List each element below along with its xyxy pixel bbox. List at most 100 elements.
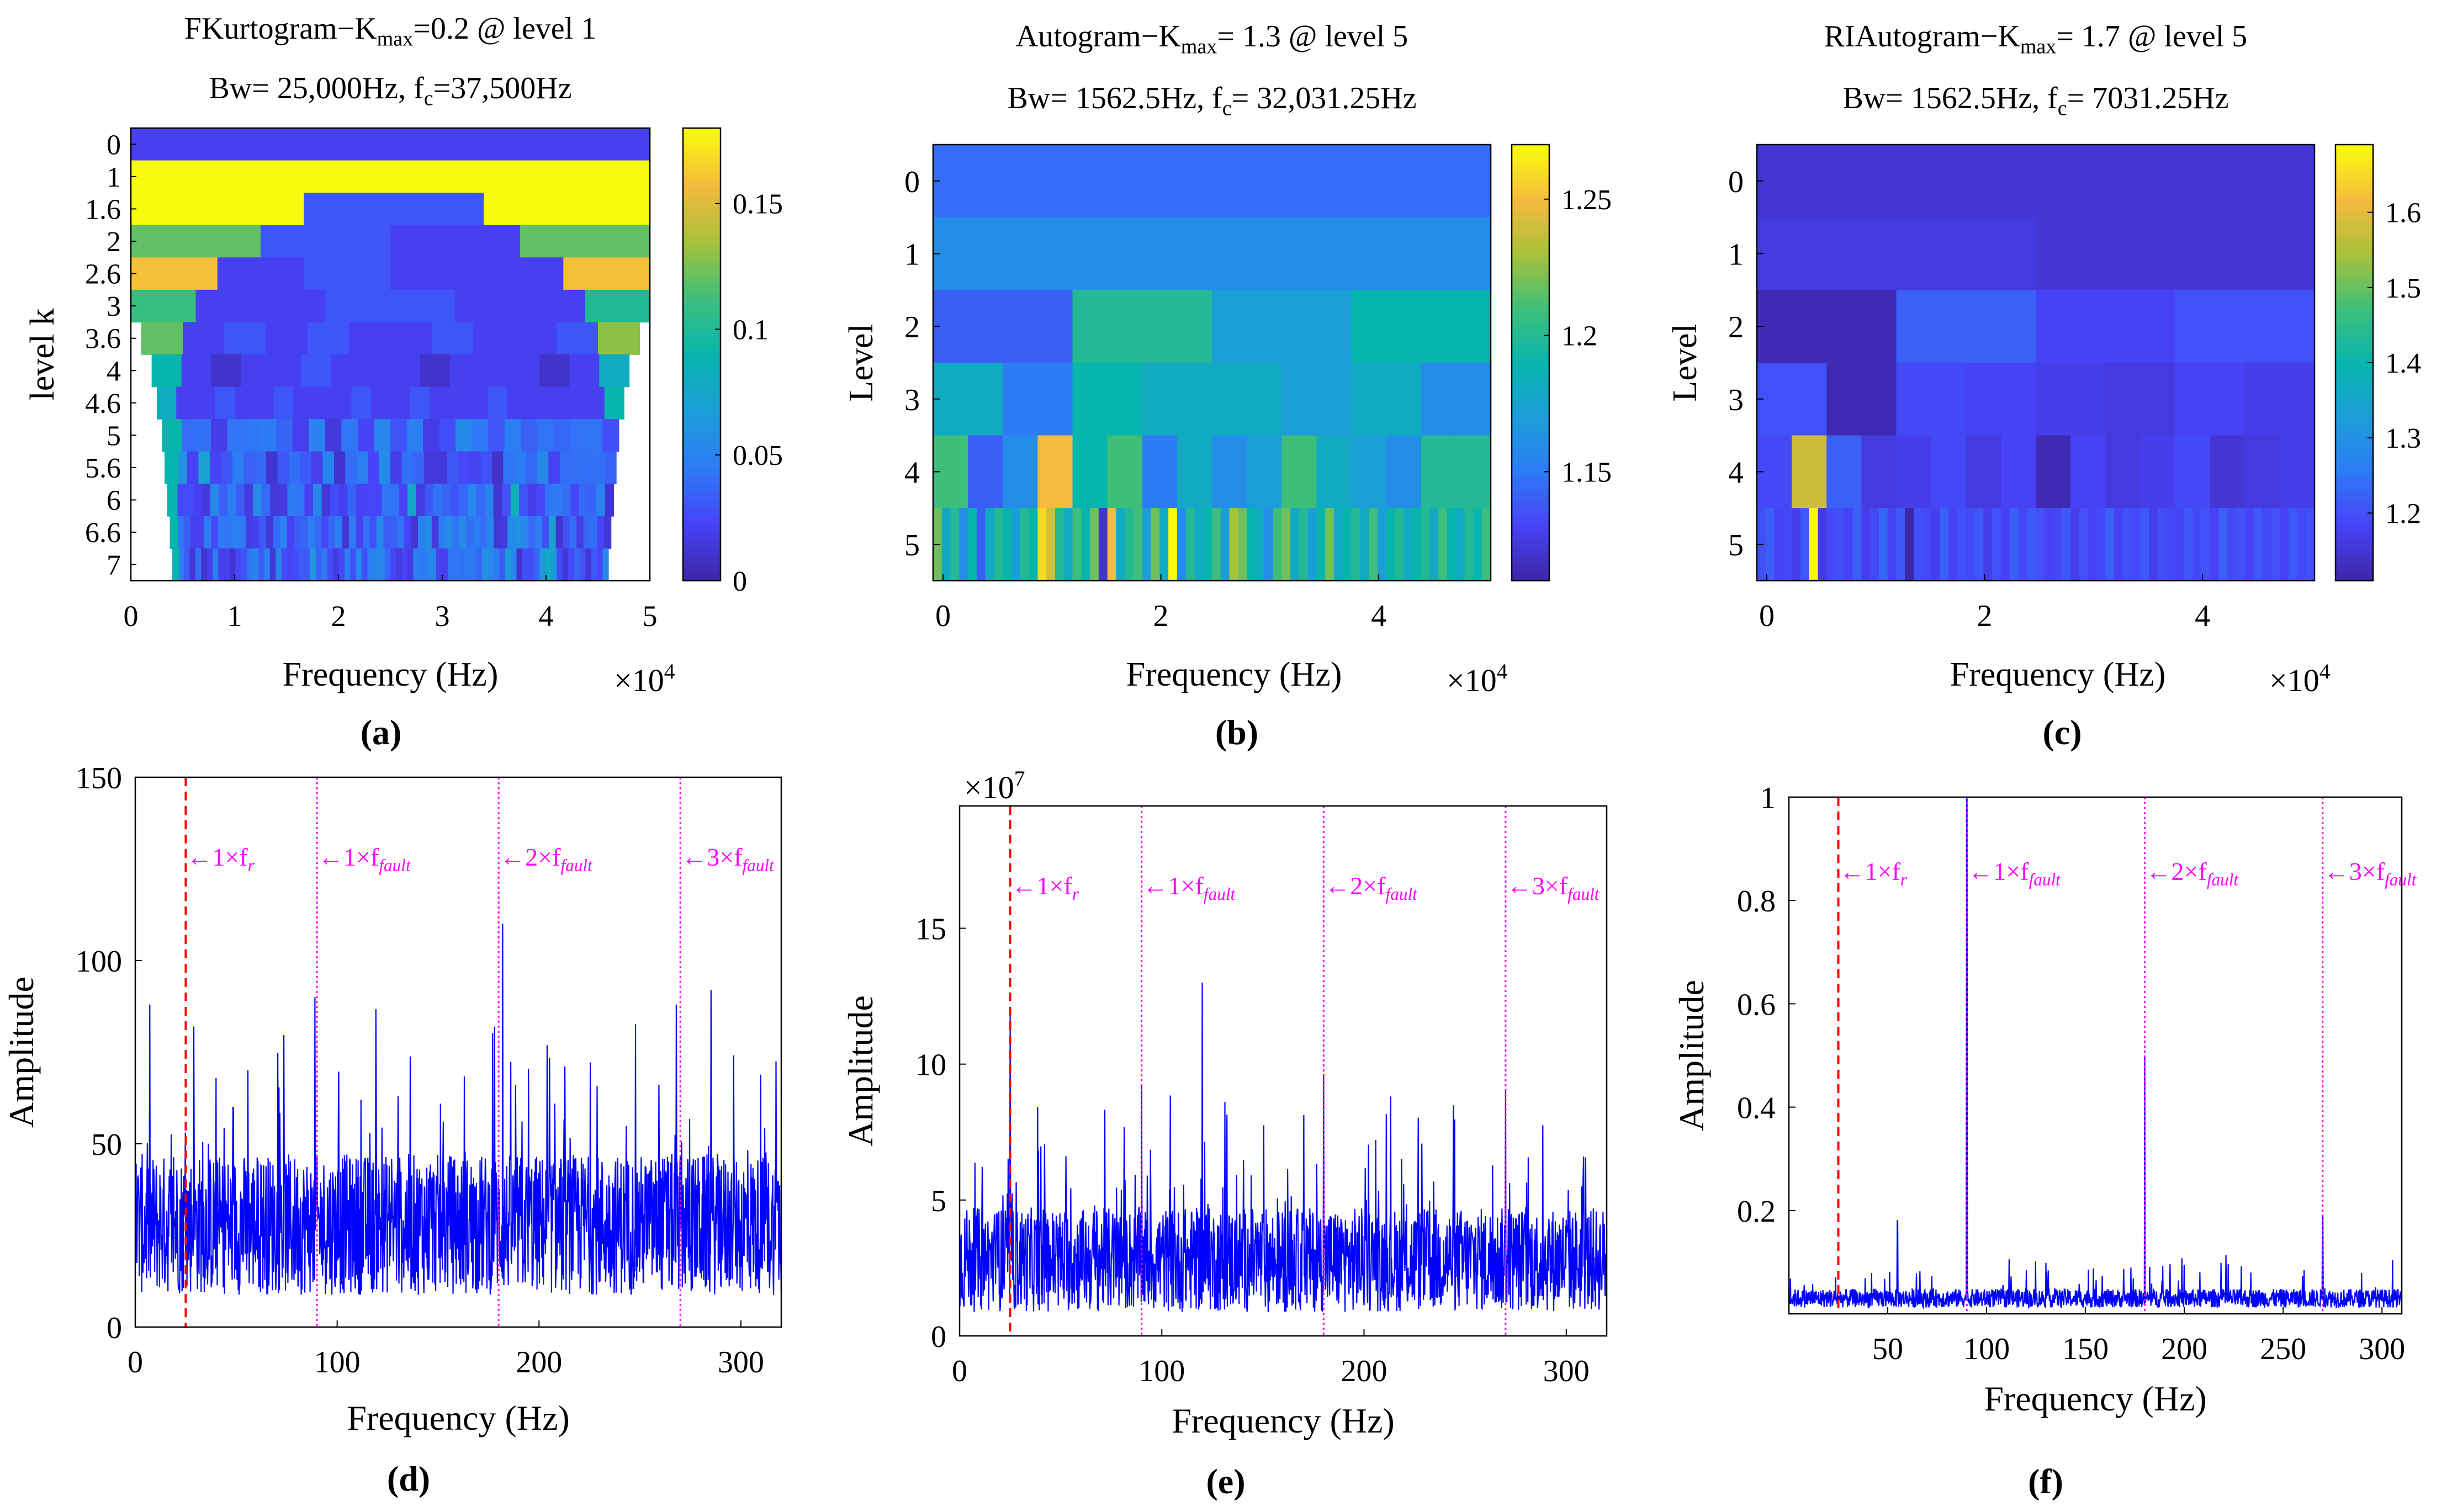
colorbar-step xyxy=(1512,344,1549,349)
heatmap-cell xyxy=(1447,508,1457,581)
heatmap-cell xyxy=(1386,435,1422,509)
y-tick-label: 5 xyxy=(931,1184,946,1218)
heatmap-cell xyxy=(261,289,326,323)
colorbar-step xyxy=(2336,264,2373,269)
caption: (e) xyxy=(1206,1462,1245,1501)
heatmap-cell xyxy=(264,548,271,581)
heatmap-cell xyxy=(330,354,361,388)
heatmap-cell xyxy=(1151,508,1161,581)
heatmap-cell xyxy=(348,322,391,355)
colorbar-step xyxy=(2336,162,2373,167)
marker-label: ←1×fr xyxy=(1840,857,1908,889)
colorbar-step xyxy=(2336,559,2373,563)
heatmap-cell xyxy=(568,548,575,581)
colorbar-step xyxy=(1512,199,1549,204)
y-tick-label: 3.6 xyxy=(85,323,121,355)
heatmap-cell xyxy=(390,419,407,452)
heatmap-cell xyxy=(433,484,443,517)
heatmap-cell xyxy=(545,548,552,581)
colorbar-step xyxy=(2336,490,2373,494)
colorbar-step xyxy=(683,456,721,461)
heatmap-cell xyxy=(313,386,333,420)
heatmap-cell xyxy=(1861,508,1871,581)
heatmap-cell xyxy=(277,451,289,485)
heatmap-cell xyxy=(519,484,528,517)
marker-label: ←1×ffault xyxy=(1143,872,1236,904)
heatmap-cell xyxy=(1081,508,1090,581)
heatmap-cell xyxy=(1072,508,1082,581)
heatmap-cell xyxy=(369,516,377,549)
heatmap-cell xyxy=(448,386,469,420)
colorbar-step xyxy=(1512,239,1549,243)
heatmap-cell xyxy=(431,516,439,549)
colorbar-step xyxy=(683,283,721,287)
heatmap-cell xyxy=(933,145,1491,218)
y-tick-label: 50 xyxy=(91,1128,122,1162)
heatmap-cell xyxy=(1212,290,1352,363)
colorbar-step xyxy=(1512,417,1549,422)
heatmap-cell xyxy=(197,516,205,549)
heatmap-cell xyxy=(1983,508,1993,581)
heatmap-cell xyxy=(411,516,419,549)
colorbar-step xyxy=(683,135,721,140)
heatmap-cell xyxy=(1281,508,1291,581)
heatmap-cell xyxy=(1774,508,1784,581)
heatmap-cell xyxy=(230,548,236,581)
y-multiplier: ×107 xyxy=(964,766,1025,805)
colorbar-step xyxy=(683,196,721,200)
heatmap-cell xyxy=(131,289,197,323)
colorbar-step xyxy=(683,294,721,299)
colorbar-step xyxy=(2336,148,2373,152)
y-tick-label: 3 xyxy=(107,291,121,322)
colorbar-step xyxy=(1512,173,1549,178)
y-tick-label: 0.2 xyxy=(1737,1195,1776,1229)
heatmap-cell xyxy=(235,548,242,581)
colorbar-step xyxy=(683,403,721,408)
y-tick-label: 2.6 xyxy=(85,259,121,290)
y-tick-label: 1.6 xyxy=(85,194,121,225)
colorbar-step xyxy=(1512,540,1549,545)
heatmap-cell xyxy=(247,548,253,581)
colorbar-step xyxy=(2336,464,2373,469)
colorbar-step xyxy=(1512,337,1549,342)
colorbar-step xyxy=(1512,192,1549,196)
colorbar-step xyxy=(2336,206,2373,211)
heatmap-cell xyxy=(410,386,430,420)
heatmap-cell xyxy=(360,354,391,388)
heatmap-cell xyxy=(1351,363,1422,436)
panel-f: ←1×fr ←1×ffault ←2×ffault ←3×ffault 50 100 150… xyxy=(1672,781,2417,1501)
heatmap-cell xyxy=(2000,508,2010,581)
colorbar-step xyxy=(683,550,721,555)
colorbar-step xyxy=(1512,380,1549,385)
heatmap-cell xyxy=(1887,508,1897,581)
heatmap-cell xyxy=(304,548,311,581)
heatmap-cell xyxy=(1896,435,1932,509)
heatmap-cell xyxy=(261,484,271,517)
heatmap-cell xyxy=(325,419,342,452)
heatmap-cells xyxy=(1757,145,2315,581)
heatmap-cell xyxy=(165,451,178,485)
colorbar-step xyxy=(683,245,721,250)
colorbar-step xyxy=(2336,508,2373,512)
colorbar-step xyxy=(683,452,721,457)
colorbar-step xyxy=(683,226,721,231)
colorbar-step xyxy=(1512,348,1549,353)
heatmap-cell xyxy=(211,354,242,388)
colorbar-step xyxy=(2336,315,2373,320)
colorbar-step xyxy=(1512,206,1549,211)
colorbar-step xyxy=(2336,210,2373,214)
heatmap-cell xyxy=(176,386,197,420)
x-tick-label: 1 xyxy=(227,600,242,633)
heatmap-cell xyxy=(157,386,177,420)
heatmap-cell xyxy=(347,484,357,517)
heatmap-cell xyxy=(494,548,500,581)
heatmap-cell xyxy=(555,516,563,549)
colorbar-step xyxy=(2336,442,2373,447)
heatmap-cell xyxy=(1809,508,1819,581)
colorbar-tick-label: 1.2 xyxy=(2385,498,2421,529)
heatmap-cell xyxy=(1090,508,1099,581)
heatmap-cell xyxy=(933,363,1004,436)
heatmap-cell xyxy=(2044,508,2054,581)
heatmap-cell xyxy=(544,484,554,517)
colorbar-step xyxy=(2336,275,2373,280)
